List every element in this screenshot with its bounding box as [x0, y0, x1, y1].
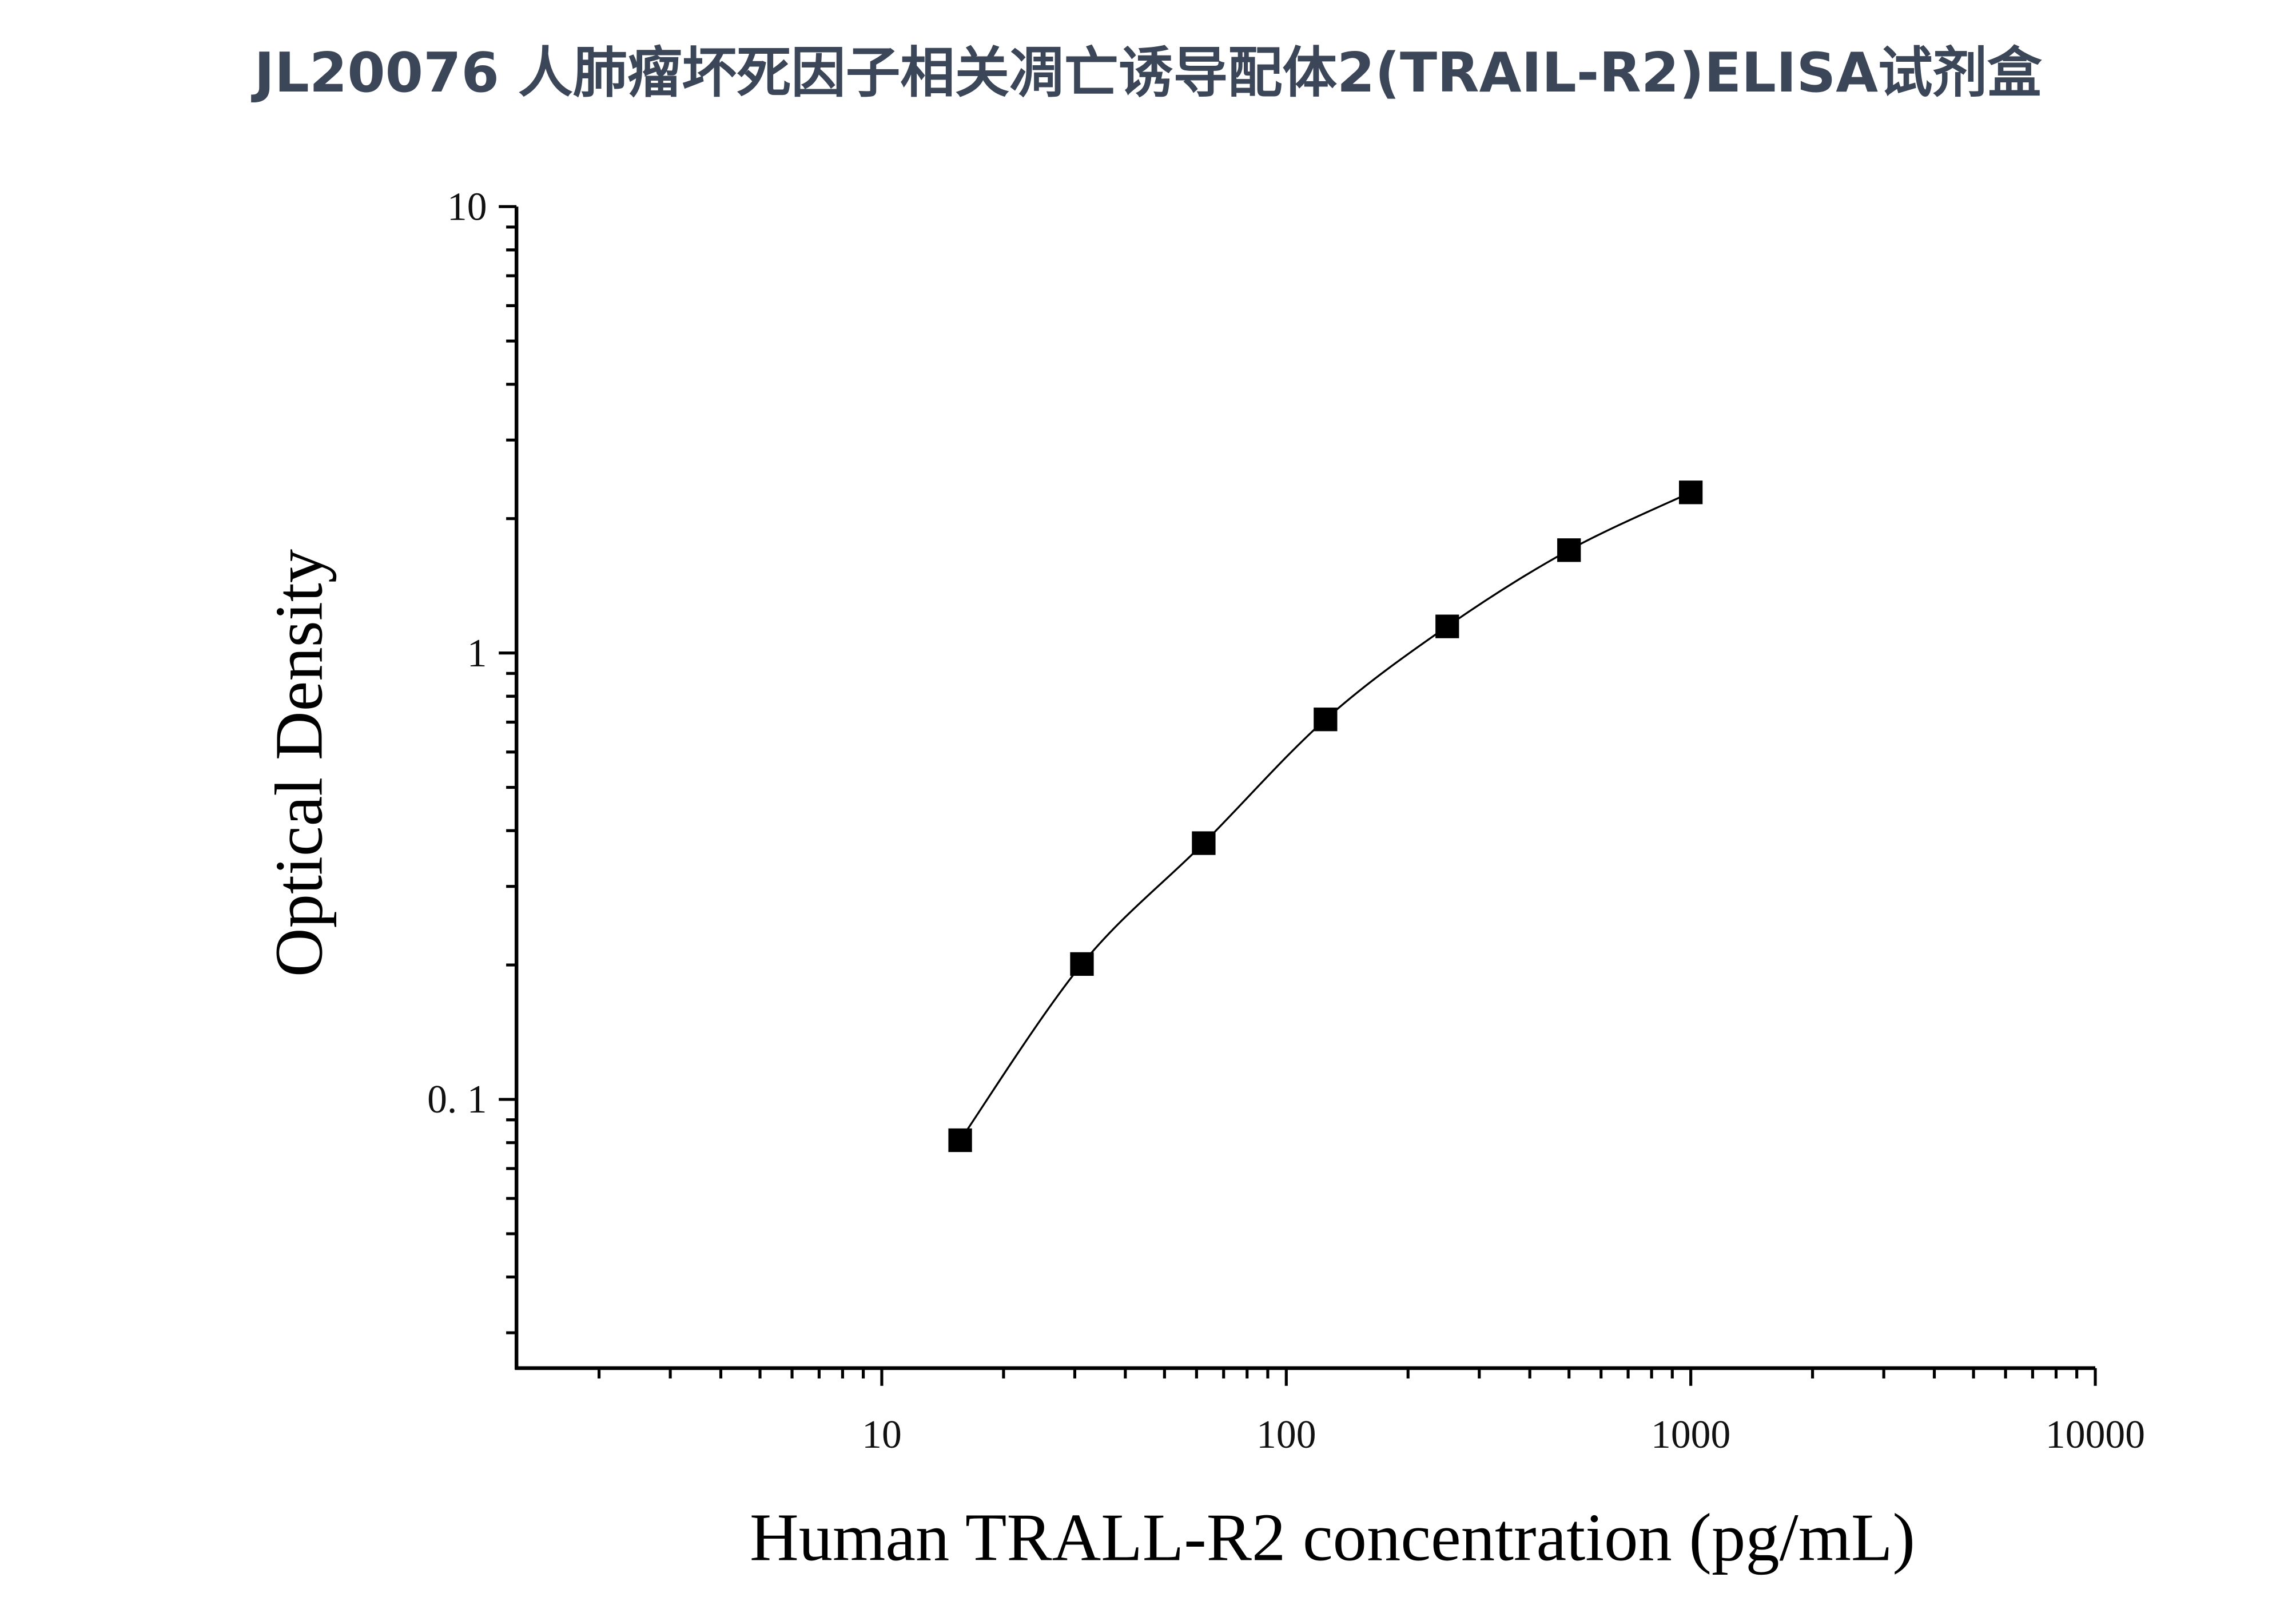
x-tick-label: 100	[1256, 1413, 1316, 1457]
y-tick-label: 1	[467, 631, 487, 676]
data-point	[948, 1128, 972, 1153]
x-axis-label: Human TRALL-R2 concentration (pg/mL)	[750, 1499, 1915, 1575]
data-point	[1070, 952, 1094, 976]
data-point	[1679, 480, 1703, 504]
chart-title: JL20076 人肺瘤坏死因子相关凋亡诱导配体2(TRAIL-R2)ELISA试…	[251, 41, 2043, 105]
y-tick-label: 10	[447, 185, 487, 229]
data-point	[1435, 614, 1459, 638]
data-point	[1192, 831, 1216, 855]
y-tick-label: 0. 1	[427, 1078, 487, 1122]
data-point	[1557, 538, 1581, 562]
x-tick-label: 10000	[2046, 1413, 2145, 1457]
x-tick-label: 1000	[1651, 1413, 1730, 1457]
fit-line	[959, 491, 1692, 1141]
y-axis-label: Optical Density	[261, 549, 337, 977]
x-tick-label: 10	[862, 1413, 902, 1457]
data-point	[1314, 708, 1338, 732]
